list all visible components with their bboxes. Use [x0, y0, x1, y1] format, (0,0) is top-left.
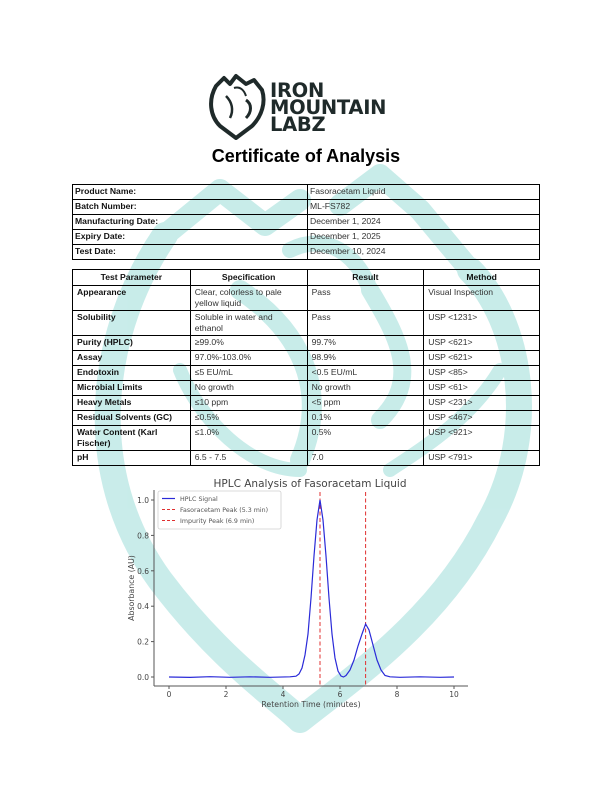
- table-row: Appearance Clear, colorless to pale yell…: [72, 285, 540, 311]
- legend-item: Fasoracetam Peak (5.3 min): [180, 507, 268, 514]
- y-ticks: 0.0 0.2 0.4 0.6 0.8 1.0: [137, 496, 154, 682]
- test-specification: 6.5 - 7.5: [189, 450, 308, 466]
- svg-text:2: 2: [224, 690, 229, 699]
- chart-title: HPLC Analysis of Fasoracetam Liquid: [214, 478, 407, 490]
- test-method: USP <231>: [423, 395, 540, 411]
- table-row: Solubility Soluble in water and ethanol …: [72, 310, 540, 336]
- test-method: USP <61>: [423, 380, 540, 396]
- column-header: Specification: [189, 269, 308, 286]
- test-parameter: Appearance: [72, 285, 191, 311]
- svg-text:1.0: 1.0: [137, 496, 149, 505]
- chart-legend: HPLC Signal Fasoracetam Peak (5.3 min) I…: [157, 490, 282, 530]
- mountain-heart-shield-icon: [209, 74, 266, 140]
- test-result: 0.5%: [306, 425, 425, 451]
- info-label: Product Name:: [72, 184, 308, 200]
- column-header: Test Parameter: [72, 269, 191, 286]
- info-label: Test Date:: [72, 244, 308, 260]
- x-ticks: 0 2 4 6 8 10: [167, 686, 459, 699]
- test-parameter: Solubility: [72, 310, 191, 336]
- test-specification: ≤0.5%: [189, 410, 308, 426]
- y-axis-label: Absorbance (AU): [127, 555, 136, 621]
- table-row: Residual Solvents (GC) ≤0.5% 0.1% USP <4…: [72, 410, 540, 426]
- table-row: Purity (HPLC) ≥99.0% 99.7% USP <621>: [72, 335, 540, 351]
- svg-text:0.4: 0.4: [137, 602, 149, 611]
- info-label: Expiry Date:: [72, 229, 308, 245]
- table-row: Batch Number: ML-FS782: [72, 199, 540, 215]
- test-parameter: Microbial Limits: [72, 380, 191, 396]
- test-method: USP <921>: [423, 425, 540, 451]
- test-method: USP <791>: [423, 450, 540, 466]
- table-row: Endotoxin ≤5 EU/mL <0.5 EU/mL USP <85>: [72, 365, 540, 381]
- test-specification: Clear, colorless to pale yellow liquid: [189, 285, 308, 311]
- table-row: Test Date: December 10, 2024: [72, 244, 540, 260]
- test-method: USP <85>: [423, 365, 540, 381]
- svg-text:8: 8: [395, 690, 400, 699]
- document-title: Certificate of Analysis: [211, 146, 401, 166]
- test-method: USP <621>: [423, 350, 540, 366]
- legend-item: HPLC Signal: [180, 496, 218, 503]
- test-result: Pass: [306, 310, 425, 336]
- test-result: 99.7%: [306, 335, 425, 351]
- test-parameter: pH: [72, 450, 191, 466]
- test-result: <5 ppm: [306, 395, 425, 411]
- svg-text:0.6: 0.6: [137, 567, 149, 576]
- table-row: Heavy Metals ≤10 ppm <5 ppm USP <231>: [72, 395, 540, 411]
- test-parameter: Assay: [72, 350, 191, 366]
- test-specification: ≤5 EU/mL: [189, 365, 308, 381]
- table-row: Microbial Limits No growth No growth USP…: [72, 380, 540, 396]
- test-specification: 97.0%-103.0%: [189, 350, 308, 366]
- svg-text:10: 10: [449, 690, 459, 699]
- info-value: December 1, 2025: [307, 229, 540, 245]
- test-method: USP <1231>: [423, 310, 540, 336]
- info-value: December 10, 2024: [307, 244, 540, 260]
- info-value: ML-FS782: [307, 199, 540, 215]
- test-result: <0.5 EU/mL: [306, 365, 425, 381]
- test-specification: No growth: [189, 380, 308, 396]
- info-value: Fasoracetam Liquid: [307, 184, 540, 200]
- test-results-table: Test Parameter Specification Result Meth…: [72, 269, 540, 466]
- test-method: USP <621>: [423, 335, 540, 351]
- svg-text:6: 6: [338, 690, 343, 699]
- test-parameter: Endotoxin: [72, 365, 191, 381]
- table-row: Water Content (Karl Fischer) ≤1.0% 0.5% …: [72, 425, 540, 451]
- test-parameter: Water Content (Karl Fischer): [72, 425, 191, 451]
- company-logo: IRON MOUNTAIN LABZ: [208, 72, 408, 140]
- svg-text:0.2: 0.2: [137, 638, 149, 647]
- table-row: Assay 97.0%-103.0% 98.9% USP <621>: [72, 350, 540, 366]
- info-value: December 1, 2024: [307, 214, 540, 230]
- table-header-row: Test Parameter Specification Result Meth…: [72, 269, 540, 286]
- column-header: Method: [423, 269, 540, 286]
- test-parameter: Purity (HPLC): [72, 335, 191, 351]
- product-info-table: Product Name: Fasoracetam Liquid Batch N…: [72, 184, 540, 260]
- test-result: 7.0: [306, 450, 425, 466]
- company-name: IRON MOUNTAIN LABZ: [270, 79, 387, 136]
- test-result: 0.1%: [306, 410, 425, 426]
- test-result: No growth: [306, 380, 425, 396]
- column-header: Result: [306, 269, 425, 286]
- info-label: Manufacturing Date:: [72, 214, 308, 230]
- x-axis-label: Retention Time (minutes): [261, 700, 360, 709]
- test-parameter: Heavy Metals: [72, 395, 191, 411]
- info-label: Batch Number:: [72, 199, 308, 215]
- table-row: Expiry Date: December 1, 2025: [72, 229, 540, 245]
- table-row: Manufacturing Date: December 1, 2024: [72, 214, 540, 230]
- svg-text:4: 4: [281, 690, 286, 699]
- legend-item: Impurity Peak (6.9 min): [180, 518, 254, 525]
- test-specification: ≥99.0%: [189, 335, 308, 351]
- table-row: Product Name: Fasoracetam Liquid: [72, 184, 540, 200]
- test-method: USP <467>: [423, 410, 540, 426]
- svg-text:0.8: 0.8: [137, 531, 149, 540]
- table-row: pH 6.5 - 7.5 7.0 USP <791>: [72, 450, 540, 466]
- hplc-chart: HPLC Analysis of Fasoracetam Liquid 0.0 …: [127, 478, 468, 709]
- svg-text:0: 0: [167, 690, 172, 699]
- test-method: Visual Inspection: [423, 285, 540, 311]
- test-specification: ≤10 ppm: [189, 395, 308, 411]
- test-result: Pass: [306, 285, 425, 311]
- test-parameter: Residual Solvents (GC): [72, 410, 191, 426]
- test-result: 98.9%: [306, 350, 425, 366]
- test-specification: Soluble in water and ethanol: [189, 310, 308, 336]
- test-specification: ≤1.0%: [189, 425, 308, 451]
- svg-text:0.0: 0.0: [137, 673, 149, 682]
